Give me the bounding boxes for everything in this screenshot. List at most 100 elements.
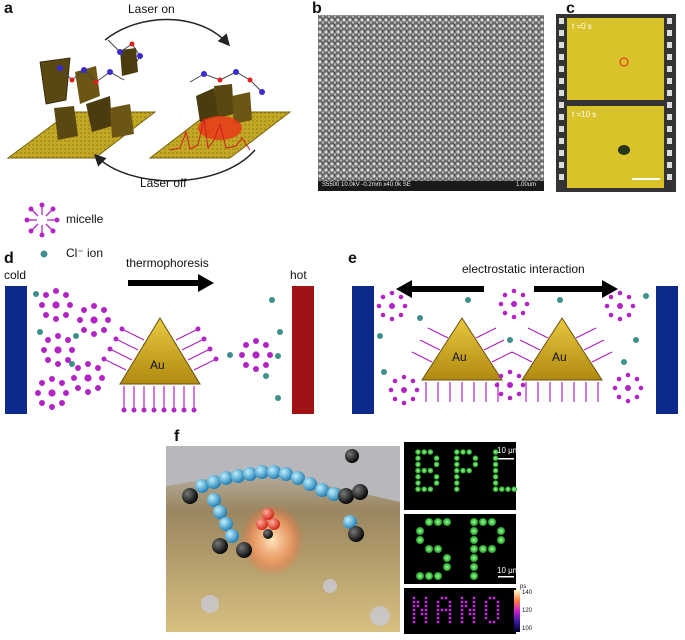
green-particle: [434, 572, 442, 580]
magenta-particle: [436, 608, 440, 612]
magenta-particle: [424, 596, 428, 600]
green-particle: [416, 527, 424, 535]
green-particle: [425, 545, 433, 553]
au-label-d: Au: [150, 358, 165, 372]
electrostatic-label: electrostatic interaction: [462, 262, 585, 276]
cl-ion-legend-icon: [40, 250, 48, 258]
legend-ion-text: Cl⁻ ion: [66, 246, 104, 260]
green-particle: [470, 554, 478, 562]
magenta-particle: [436, 612, 440, 616]
au-particle-d: [119, 317, 201, 385]
panel-e-illustration: [352, 280, 678, 414]
green-particle: [460, 449, 466, 455]
magenta-particle: [460, 596, 464, 600]
green-particle: [454, 474, 460, 480]
magenta-particle: [424, 604, 428, 608]
scale-bar-mid-text: 10 μm: [497, 566, 520, 575]
magenta-particle: [472, 608, 476, 612]
magenta-particle: [412, 612, 416, 616]
green-particle: [492, 474, 499, 480]
laser-on-label: Laser on: [128, 2, 175, 16]
magenta-particle: [464, 604, 468, 608]
green-particle: [415, 467, 421, 474]
magenta-particle: [412, 616, 416, 620]
panel-e-label: e: [348, 250, 357, 267]
magenta-particle: [484, 600, 488, 604]
colorbar-max: 140: [522, 590, 533, 596]
green-particle: [443, 554, 451, 562]
magenta-particle: [464, 600, 468, 604]
green-particle: [415, 461, 421, 468]
green-particle: [416, 572, 424, 580]
green-particle: [443, 518, 451, 526]
magenta-particle: [488, 620, 492, 624]
magenta-particle: [496, 604, 500, 608]
green-particle: [433, 474, 440, 480]
magenta-particle: [448, 604, 452, 608]
nano-letter-particles: [412, 596, 500, 624]
magenta-particle: [412, 604, 416, 608]
magenta-particle: [412, 600, 416, 604]
green-particle: [421, 486, 428, 493]
magenta-particle: [436, 604, 440, 608]
panel-d-label: d: [4, 250, 14, 267]
magenta-particle: [460, 612, 464, 616]
au-label-e-left: Au: [452, 350, 467, 364]
magenta-particle: [484, 604, 488, 608]
magenta-particle: [468, 612, 472, 616]
green-particle: [427, 486, 434, 493]
magenta-particle: [412, 608, 416, 612]
green-particle: [454, 455, 460, 462]
au-particle-e-right: [521, 317, 603, 381]
hot-wall: [292, 286, 314, 414]
magenta-particle: [412, 596, 416, 600]
magenta-particle: [448, 616, 452, 620]
green-particle: [479, 545, 487, 553]
green-particle: [470, 527, 478, 535]
panel-a-illustration: [6, 18, 292, 182]
green-particle: [433, 480, 440, 486]
magenta-particle: [448, 600, 452, 604]
magenta-particle: [412, 620, 416, 624]
colorbar: [514, 590, 520, 632]
magenta-particle: [468, 608, 472, 612]
cold-wall: [5, 286, 27, 414]
green-particle: [511, 486, 517, 493]
magenta-particle: [472, 612, 476, 616]
legend-micelle-text: micelle: [66, 212, 104, 226]
magenta-particle: [460, 600, 464, 604]
green-particle: [479, 518, 487, 526]
magenta-particle: [416, 600, 420, 604]
magenta-particle: [436, 600, 440, 604]
green-particle: [427, 467, 434, 474]
micelle-legend-icon: [24, 202, 60, 238]
green-letter-particles: [415, 449, 517, 580]
colorbar-unit: ps: [520, 584, 527, 590]
magenta-particle: [496, 600, 500, 604]
magenta-particle: [484, 612, 488, 616]
panel-d-illustration: [5, 274, 314, 414]
magenta-particle: [448, 612, 452, 616]
thermophoresis-label: thermophoresis: [126, 256, 209, 270]
green-particle: [425, 572, 433, 580]
au-label-e-right: Au: [552, 350, 567, 364]
hot-label: hot: [290, 268, 307, 282]
sem-scale-text: 1.00um: [516, 182, 537, 188]
green-particle: [488, 545, 496, 553]
green-particle: [470, 536, 478, 544]
cold-label: cold: [4, 268, 27, 282]
legend-graphics: [24, 202, 60, 258]
panel-c-label: c: [566, 0, 575, 17]
magenta-particle: [488, 596, 492, 600]
green-particle: [499, 486, 505, 493]
panel-b-sem-image: [318, 15, 544, 191]
magenta-particle: [448, 608, 452, 612]
magenta-particle: [492, 596, 496, 600]
magenta-particle: [496, 612, 500, 616]
green-particle: [454, 461, 460, 468]
green-particle: [454, 486, 460, 493]
green-particle: [470, 545, 478, 553]
green-particle: [415, 480, 421, 486]
magenta-particle: [420, 608, 424, 612]
green-particle: [415, 455, 421, 462]
